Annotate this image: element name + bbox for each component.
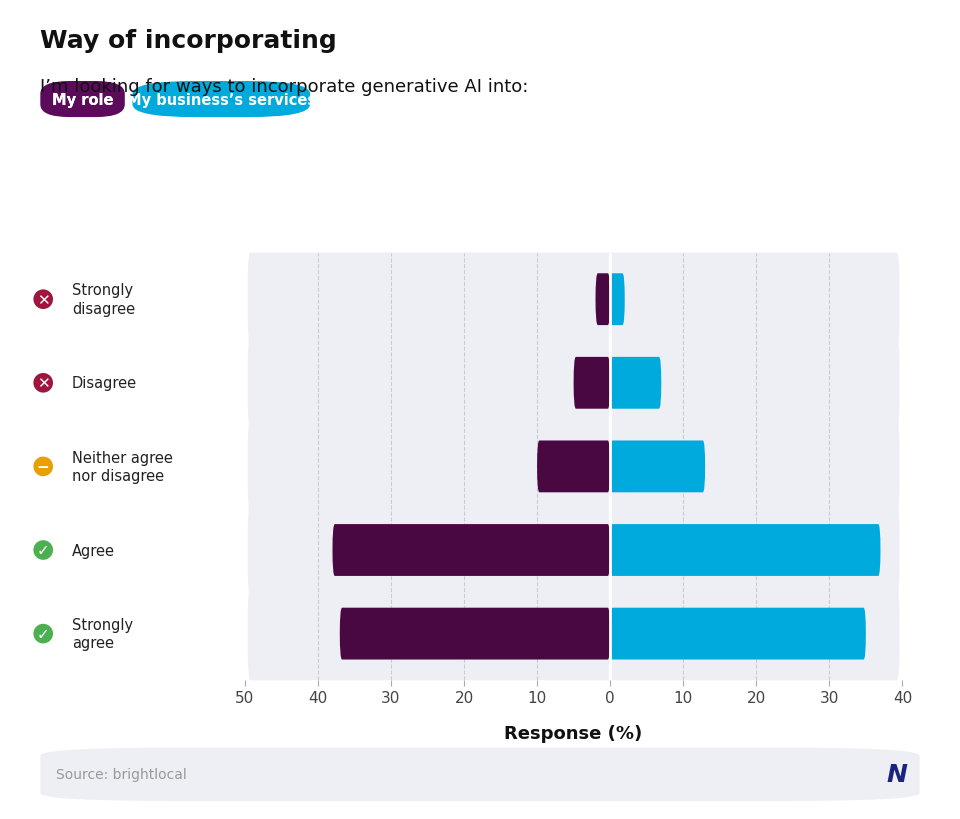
FancyBboxPatch shape [248,587,900,681]
FancyBboxPatch shape [611,608,866,660]
FancyBboxPatch shape [611,524,880,577]
FancyBboxPatch shape [248,253,900,346]
FancyBboxPatch shape [248,337,900,430]
Text: ✕: ✕ [36,292,50,307]
Text: ✓: ✓ [36,627,50,641]
FancyBboxPatch shape [248,504,900,597]
FancyBboxPatch shape [595,274,611,326]
Text: Disagree: Disagree [72,376,137,391]
FancyBboxPatch shape [611,357,661,410]
FancyBboxPatch shape [537,441,611,493]
Text: N: N [886,762,907,786]
Text: Strongly
disagree: Strongly disagree [72,283,135,317]
FancyBboxPatch shape [574,357,611,410]
Text: Source: brightlocal: Source: brightlocal [56,767,187,781]
Text: Neither agree
nor disagree: Neither agree nor disagree [72,450,173,483]
FancyBboxPatch shape [611,441,706,493]
FancyBboxPatch shape [332,524,611,577]
Text: ✓: ✓ [36,543,50,558]
Text: My role: My role [52,93,113,107]
Text: My role: My role [52,93,113,107]
Text: −: − [36,459,50,474]
FancyBboxPatch shape [132,82,310,118]
Text: I’m looking for ways to incorporate generative AI into:: I’m looking for ways to incorporate gene… [40,78,529,96]
Text: Agree: Agree [72,543,115,558]
Text: Way of incorporating: Way of incorporating [40,29,337,52]
FancyBboxPatch shape [40,82,125,118]
FancyBboxPatch shape [340,608,611,660]
Text: My business’s services: My business’s services [127,93,316,107]
FancyBboxPatch shape [248,420,900,514]
X-axis label: Response (%): Response (%) [504,725,643,743]
FancyBboxPatch shape [611,274,625,326]
Text: ✕: ✕ [36,376,50,391]
Text: Strongly
agree: Strongly agree [72,617,133,650]
FancyBboxPatch shape [40,748,920,801]
